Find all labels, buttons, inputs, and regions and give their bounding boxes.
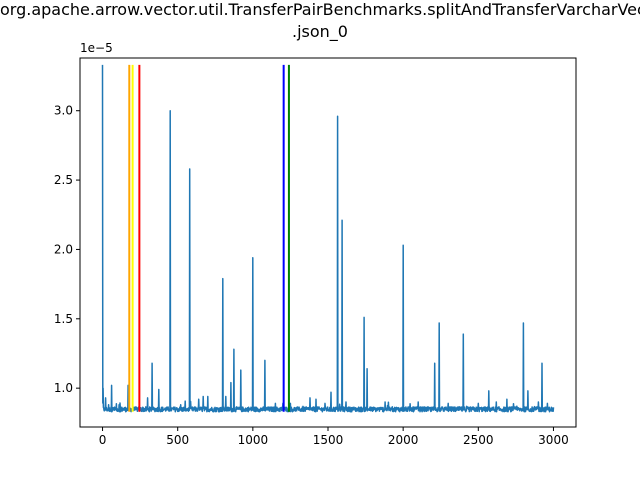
- axes-frame: [79, 57, 577, 428]
- y-tick-label: 3.0: [54, 104, 73, 118]
- chart-title-line-1: org.apache.arrow.vector.util.TransferPai…: [0, 0, 640, 19]
- x-tick-label: 3000: [538, 433, 569, 447]
- x-tick-label: 0: [99, 433, 107, 447]
- x-tick-label: 1500: [313, 433, 344, 447]
- data-series-line: [101, 64, 555, 413]
- y-tick-label: 1.5: [54, 312, 73, 326]
- x-tick-label: 500: [166, 433, 189, 447]
- x-tick-label: 1000: [238, 433, 269, 447]
- y-offset-text: 1e−5: [80, 41, 113, 55]
- y-tick-label: 2.5: [54, 173, 73, 187]
- x-tick-label: 2000: [388, 433, 419, 447]
- y-tick-label: 2.0: [54, 242, 73, 256]
- chart-title-line-2: .json_0: [292, 22, 348, 41]
- x-tick-label: 2500: [463, 433, 494, 447]
- y-tick-label: 1.0: [54, 381, 73, 395]
